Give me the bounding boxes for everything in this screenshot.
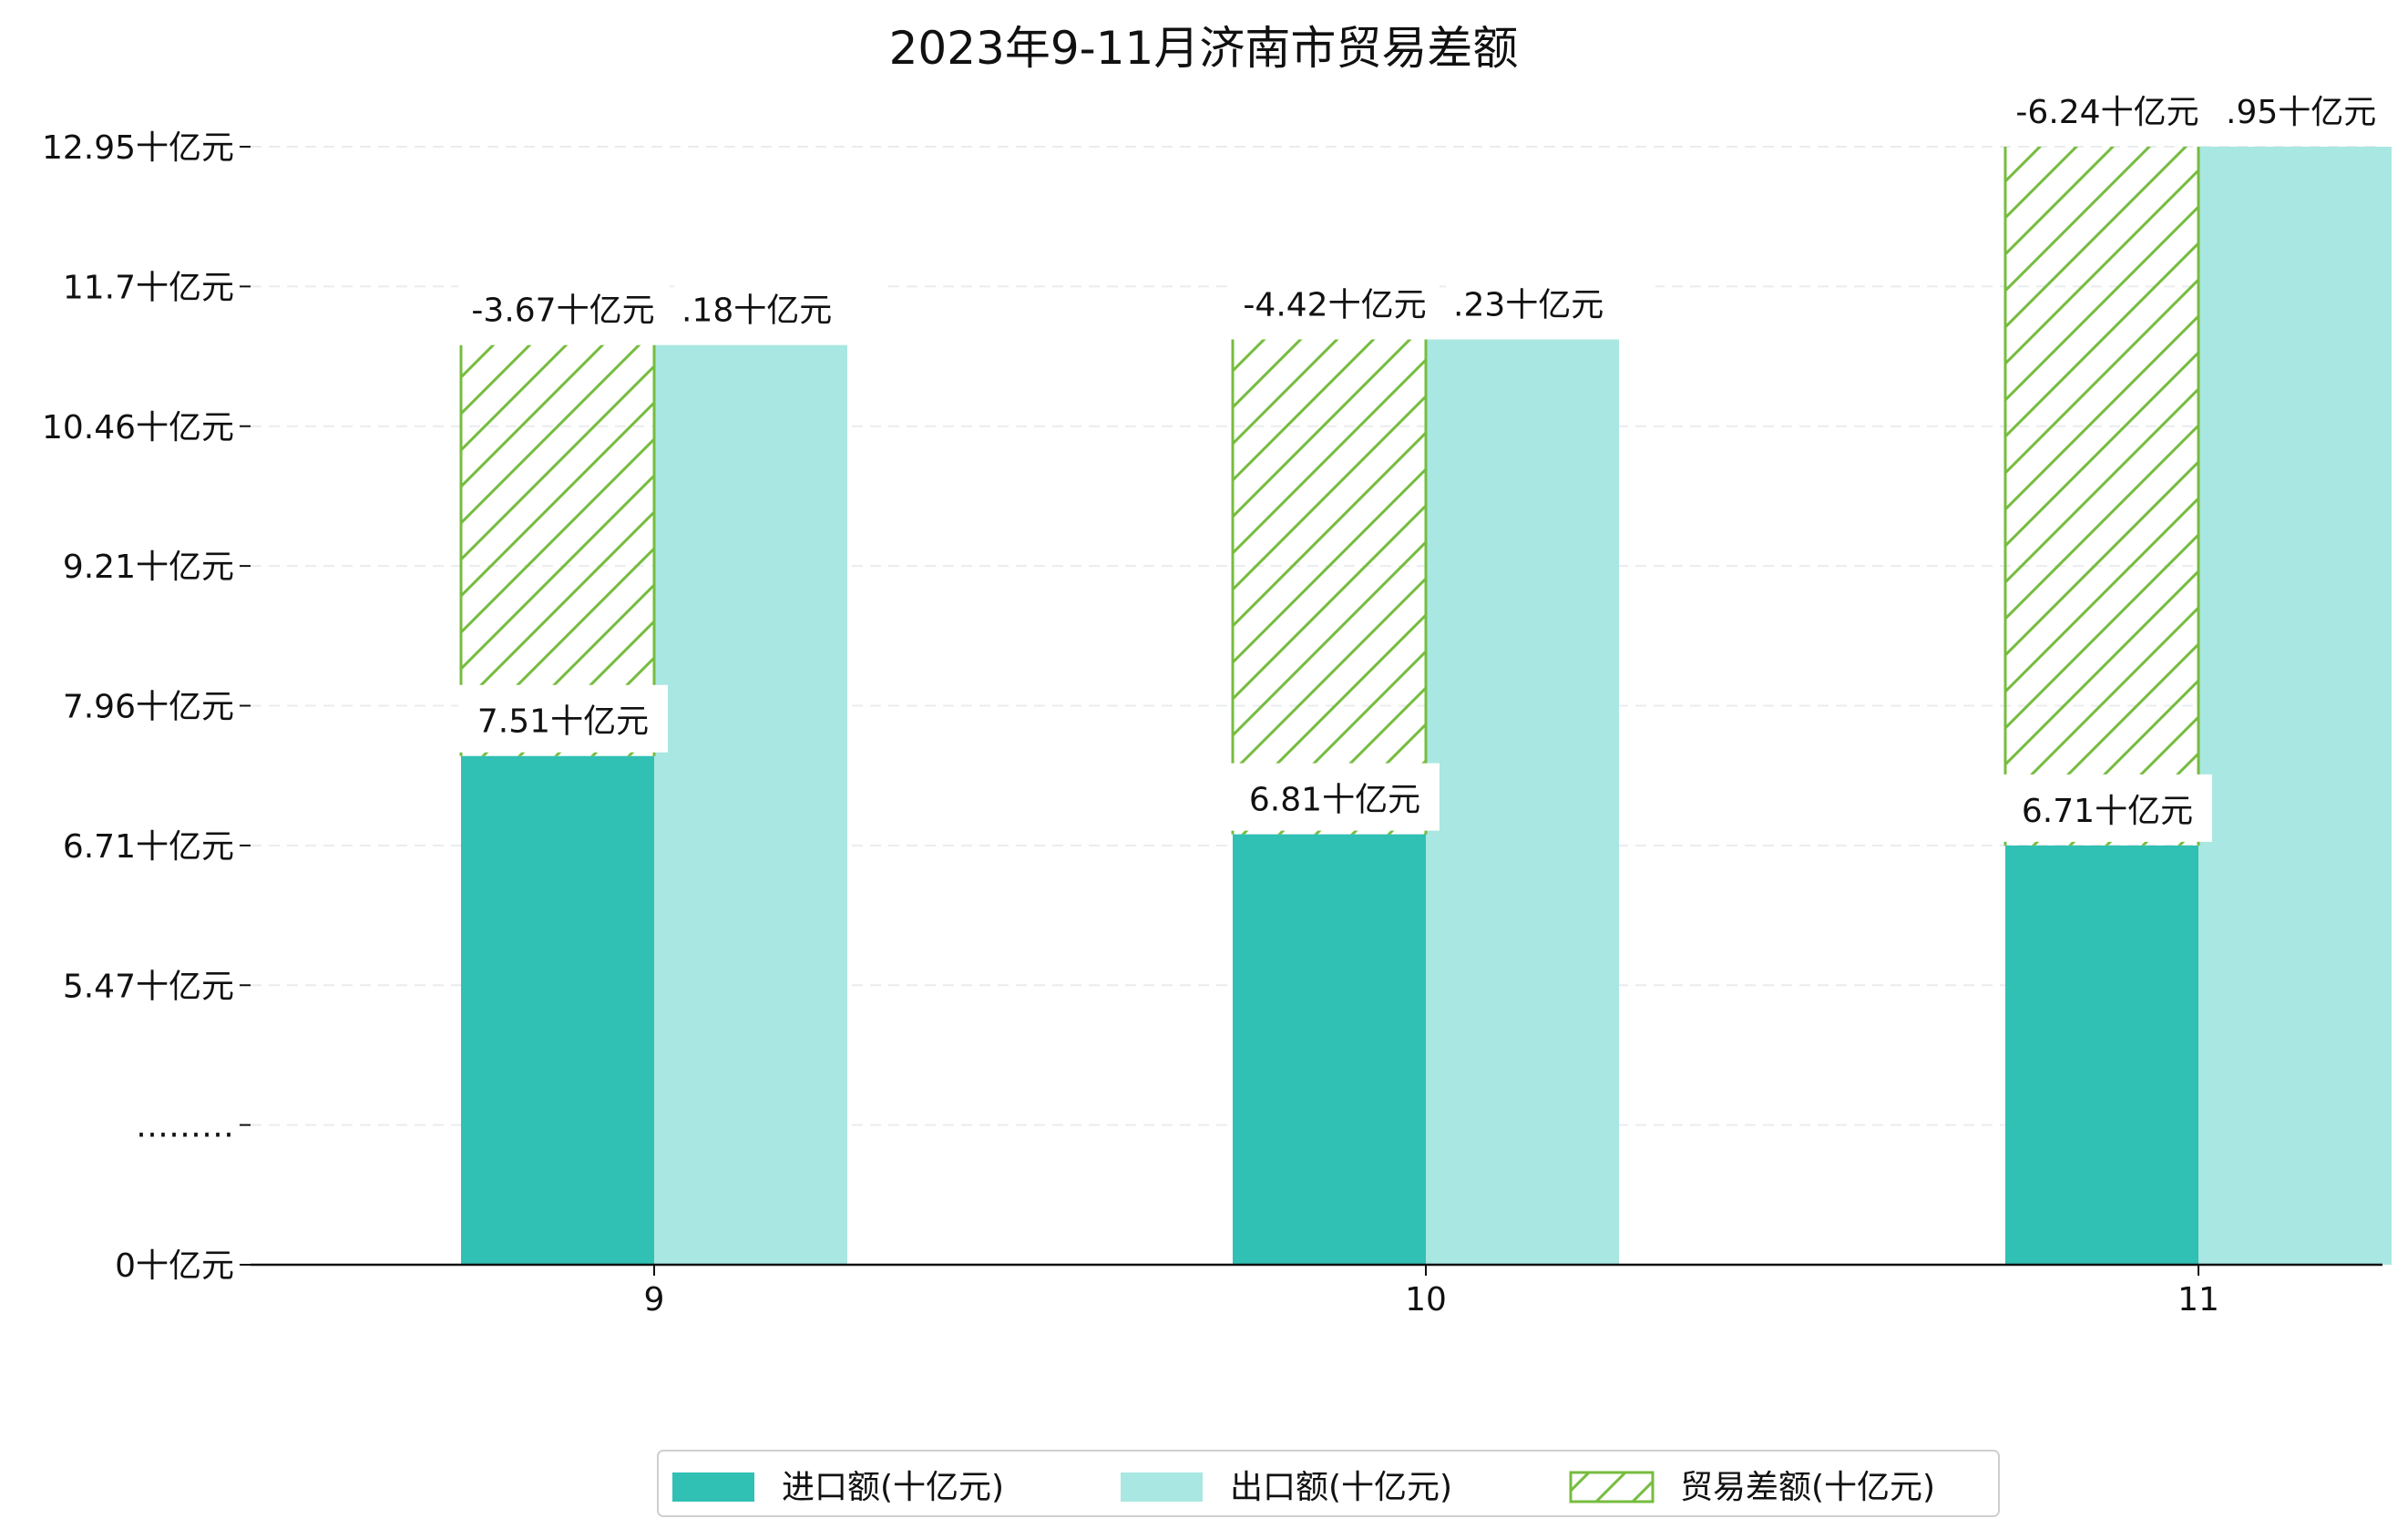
legend-label: 贸易差额(十亿元) (1680, 1469, 1935, 1506)
bars (459, 147, 2392, 1266)
label-import: 7.51十亿元 (477, 703, 649, 741)
legend-label: 出口额(十亿元) (1230, 1469, 1452, 1506)
label-import-bg (458, 684, 668, 753)
legend-swatch (672, 1472, 754, 1502)
bar-export (1426, 339, 1619, 1266)
label-balance-bg (1230, 268, 1440, 336)
label-balance: -3.67十亿元 (471, 292, 654, 330)
y-tick-label: 6.71十亿元 (63, 828, 234, 866)
x-axis: 9 10 11 (251, 1263, 2382, 1318)
bar-import (1233, 834, 1426, 1265)
y-tick-label: 10.46十亿元 (42, 409, 234, 446)
y-tick-label: 9.21十亿元 (63, 549, 234, 586)
legend-label: 进口额(十亿元) (782, 1469, 1004, 1506)
legend-swatch (1569, 1471, 1655, 1503)
bar-balance-hatch (1233, 339, 1426, 835)
y-tick-label: 11.7十亿元 (63, 269, 234, 306)
label-balance-bg (2003, 76, 2212, 143)
label-import-bg (2003, 774, 2212, 842)
legend: 进口额(十亿元) 出口额(十亿元) 贸易差额(十亿元) (657, 1450, 2000, 1517)
y-tick-label: 12.95十亿元 (42, 129, 234, 167)
legend-swatch (1121, 1472, 1203, 1502)
label-export-bg (2218, 76, 2408, 143)
label-export: .18十亿元 (681, 292, 832, 330)
y-tick-label: 5.47十亿元 (63, 968, 234, 1005)
label-balance-bg (458, 273, 668, 342)
y-axis: 0十亿元 ……… 5.47十亿元 6.71十亿元 7.96十亿元 9.21十亿元 10.46… (42, 129, 251, 1285)
label-import: 6.81十亿元 (1249, 782, 1420, 819)
bar-import (461, 755, 654, 1265)
label-balance: -6.24十亿元 (2015, 94, 2198, 131)
label-export-bg (674, 273, 884, 342)
label-balance: -4.42十亿元 (1243, 287, 1426, 324)
bar-import (2005, 845, 2198, 1265)
x-tick-label: 10 (1405, 1281, 1447, 1318)
label-export: .23十亿元 (1453, 287, 1604, 324)
y-tick-label: 0十亿元 (115, 1247, 234, 1285)
label-import: 6.71十亿元 (2022, 793, 2193, 830)
data-labels: 7.51十亿元 .18十亿元 -3.67十亿元 6.81十亿元 .23十亿元 -4.42十… (458, 76, 2408, 842)
y-tick-label: ……… (136, 1108, 234, 1145)
label-export: .95十亿元 (2226, 94, 2376, 131)
bar-export (654, 344, 847, 1265)
bar-export (2198, 147, 2392, 1265)
chart-title: 2023年9-11月济南市贸易差额 (889, 22, 1519, 75)
legend-box (657, 1450, 2000, 1517)
y-tick-label: 7.96十亿元 (63, 689, 234, 726)
x-tick-label: 9 (644, 1281, 665, 1318)
x-tick-label: 11 (2177, 1281, 2219, 1318)
label-import-bg (1230, 763, 1440, 831)
bar-balance-hatch (2005, 147, 2198, 846)
label-export-bg (1446, 268, 1655, 336)
